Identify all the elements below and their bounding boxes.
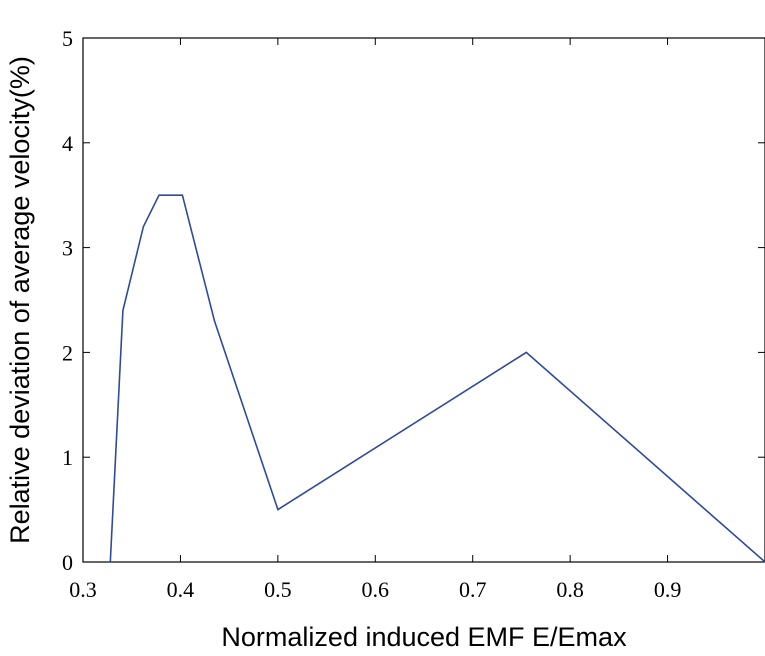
x-tick-label: 0.4 [167, 577, 195, 602]
y-tick-label: 3 [62, 236, 73, 261]
x-tick-label: 0.7 [459, 577, 487, 602]
y-tick-label: 2 [62, 340, 73, 365]
x-tick-label: 0.5 [264, 577, 292, 602]
y-tick-label: 1 [62, 445, 73, 470]
y-axis-title: Relative deviation of average velocity(%… [5, 56, 35, 544]
y-tick-label: 4 [62, 131, 73, 156]
x-tick-label: 0.9 [654, 577, 682, 602]
y-tick-label: 5 [62, 26, 73, 51]
series-line [109, 194, 765, 563]
y-axis: 0 1 2 3 4 5 [62, 26, 765, 575]
x-tick-label: 0.3 [69, 577, 97, 602]
x-axis-title: Normalized induced EMF E/Emax [221, 622, 627, 652]
x-tick-label: 0.8 [556, 577, 584, 602]
x-tick-label: 0.6 [362, 577, 390, 602]
plot-area [82, 37, 765, 563]
x-axis: 0.3 0.4 0.5 0.6 0.7 0.8 0.9 [69, 38, 681, 602]
y-tick-label: 0 [62, 550, 73, 575]
